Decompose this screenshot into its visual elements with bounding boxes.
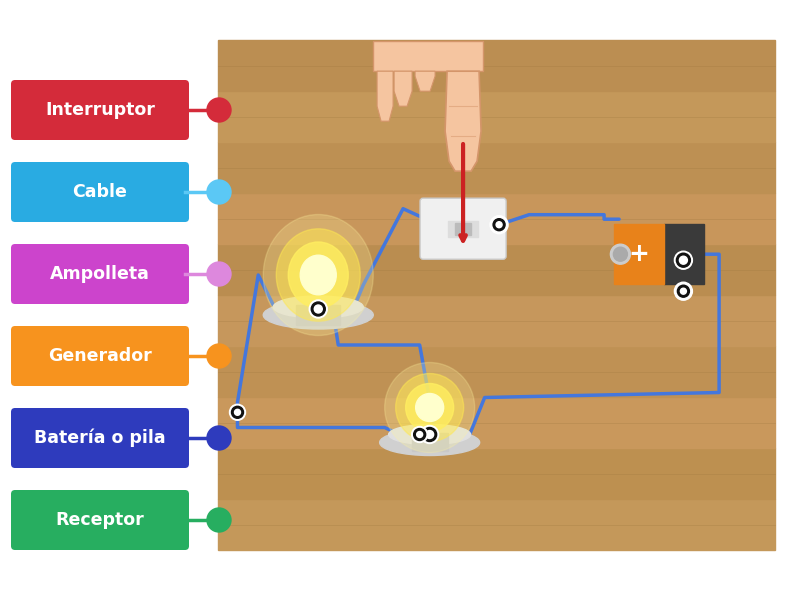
Text: Ampolleta: Ampolleta <box>50 265 150 283</box>
Circle shape <box>493 218 505 230</box>
Circle shape <box>310 300 327 318</box>
Text: Generador: Generador <box>48 347 152 365</box>
Circle shape <box>496 221 502 227</box>
FancyBboxPatch shape <box>11 80 189 140</box>
Circle shape <box>677 284 690 298</box>
Ellipse shape <box>389 425 470 445</box>
Bar <box>218 193 775 244</box>
Circle shape <box>207 344 231 368</box>
Bar <box>218 91 775 142</box>
Text: Cable: Cable <box>73 183 127 201</box>
Circle shape <box>491 217 507 233</box>
Circle shape <box>495 221 503 229</box>
Ellipse shape <box>416 394 444 421</box>
Polygon shape <box>373 41 483 71</box>
FancyBboxPatch shape <box>11 162 189 222</box>
Circle shape <box>679 256 687 264</box>
Circle shape <box>614 247 627 261</box>
Circle shape <box>610 244 630 264</box>
Ellipse shape <box>274 296 363 318</box>
Circle shape <box>207 508 231 532</box>
Bar <box>614 224 664 284</box>
Bar <box>218 142 775 193</box>
Circle shape <box>492 218 506 232</box>
Circle shape <box>207 262 231 286</box>
Circle shape <box>678 285 690 297</box>
Text: +: + <box>628 242 649 266</box>
Circle shape <box>674 282 692 300</box>
Ellipse shape <box>276 229 360 321</box>
Bar <box>218 346 775 397</box>
Ellipse shape <box>300 255 336 295</box>
Bar <box>218 244 775 295</box>
FancyBboxPatch shape <box>11 490 189 550</box>
Polygon shape <box>445 71 481 171</box>
Ellipse shape <box>385 362 474 452</box>
Text: Interruptor: Interruptor <box>45 101 155 119</box>
Circle shape <box>680 288 686 294</box>
Ellipse shape <box>396 373 464 442</box>
Polygon shape <box>415 71 435 91</box>
Circle shape <box>417 431 422 437</box>
Circle shape <box>426 431 434 439</box>
Bar <box>664 224 704 284</box>
Polygon shape <box>377 71 393 121</box>
Ellipse shape <box>380 430 480 455</box>
Circle shape <box>421 425 438 443</box>
Text: Receptor: Receptor <box>56 511 144 529</box>
Bar <box>218 499 775 550</box>
Circle shape <box>414 428 426 440</box>
Bar <box>412 433 448 451</box>
Circle shape <box>677 253 690 267</box>
Bar <box>448 221 478 236</box>
Ellipse shape <box>406 383 454 431</box>
Circle shape <box>679 287 687 295</box>
Bar <box>218 448 775 499</box>
Circle shape <box>230 404 246 420</box>
Ellipse shape <box>288 242 348 308</box>
Polygon shape <box>394 71 412 106</box>
Circle shape <box>231 406 243 418</box>
Bar <box>218 397 775 448</box>
Ellipse shape <box>263 214 374 335</box>
Circle shape <box>207 426 231 450</box>
Circle shape <box>314 305 322 313</box>
Ellipse shape <box>263 301 374 329</box>
Bar <box>455 223 471 235</box>
Circle shape <box>422 427 437 442</box>
Text: Batería o pila: Batería o pila <box>34 429 166 447</box>
Bar <box>218 295 775 346</box>
Circle shape <box>207 180 231 204</box>
Bar <box>218 40 775 91</box>
Circle shape <box>234 409 241 415</box>
Circle shape <box>412 427 428 443</box>
FancyBboxPatch shape <box>420 198 506 259</box>
Bar <box>296 305 340 325</box>
Circle shape <box>490 215 508 233</box>
Circle shape <box>674 251 692 269</box>
FancyBboxPatch shape <box>11 408 189 468</box>
Circle shape <box>675 283 691 299</box>
FancyBboxPatch shape <box>11 326 189 386</box>
Circle shape <box>207 98 231 122</box>
Circle shape <box>311 302 326 316</box>
FancyBboxPatch shape <box>11 244 189 304</box>
